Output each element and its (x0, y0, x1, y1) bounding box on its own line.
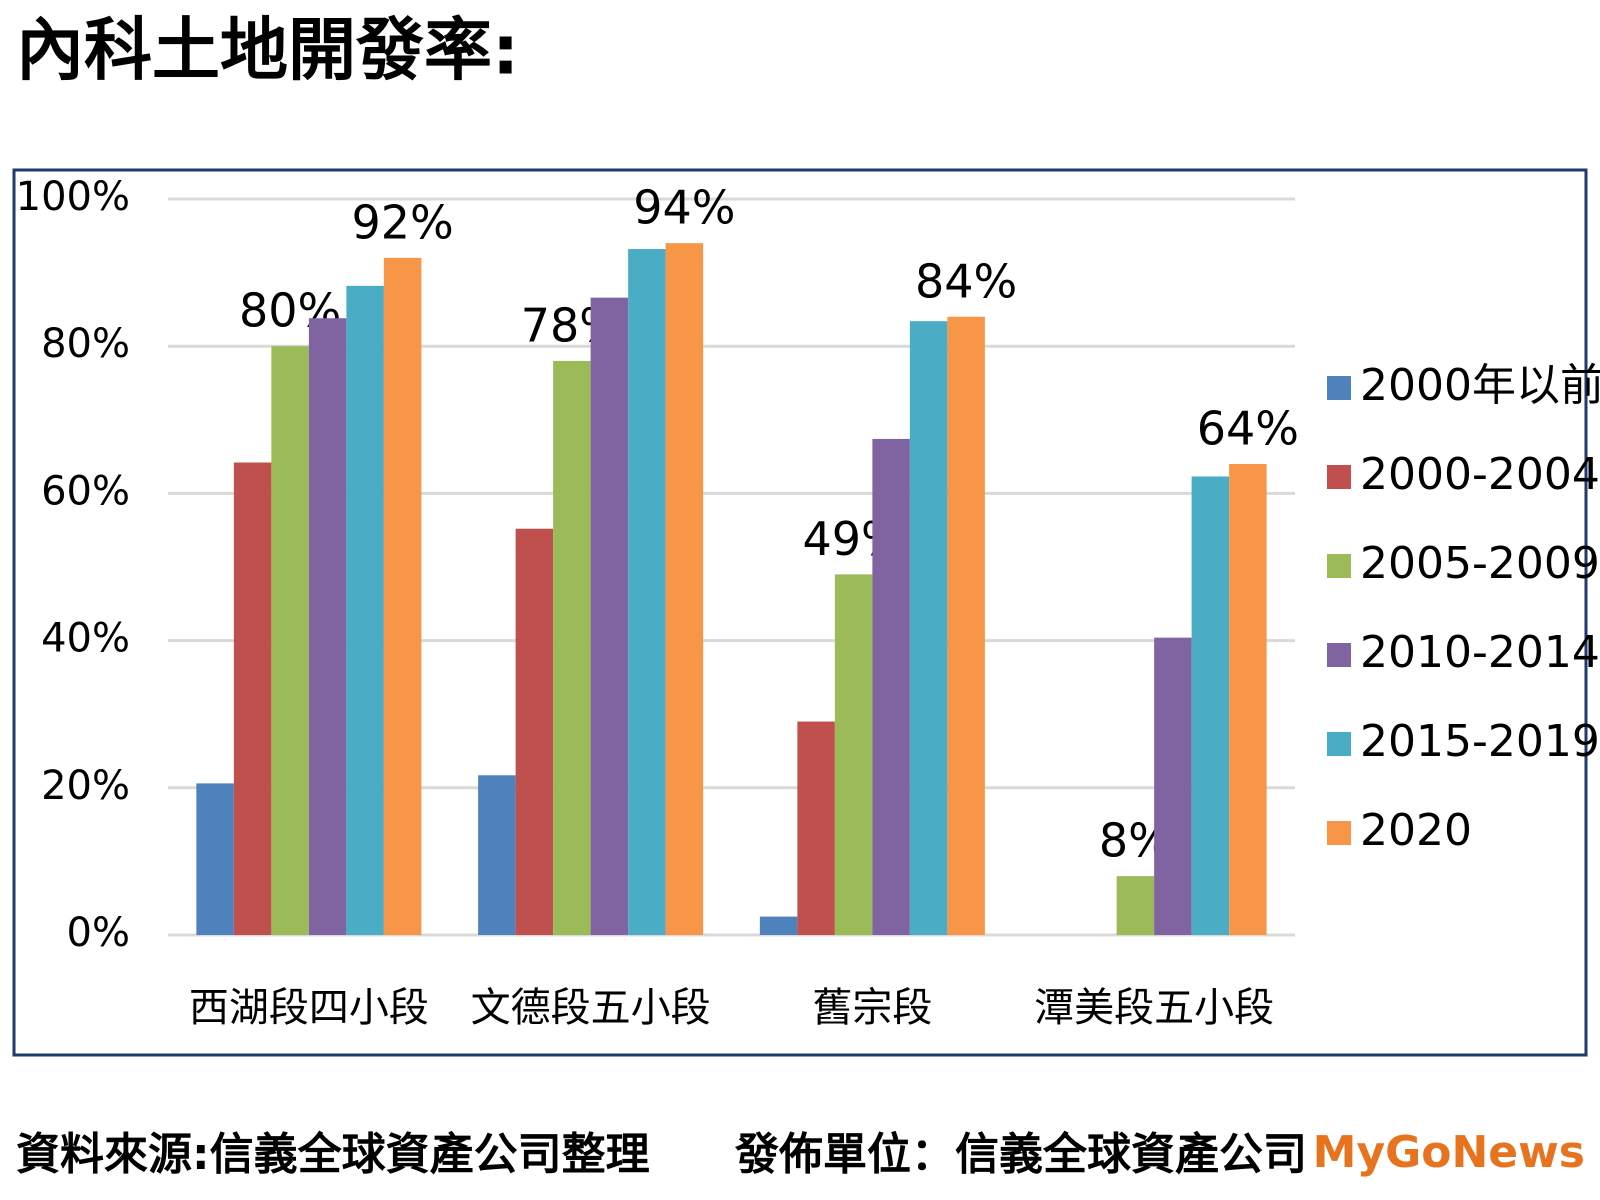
publisher-note: 發佈單位：信義全球資產公司 (734, 1129, 1307, 1180)
bar (383, 257, 422, 935)
bar (196, 783, 234, 935)
bar (872, 438, 910, 935)
y-tick-label: 60% (41, 468, 130, 514)
bar (553, 360, 591, 935)
data-label: 64% (1197, 401, 1299, 455)
watermark: MyGoNews (1313, 1127, 1585, 1178)
legend-label: 2000年以前 (1360, 360, 1600, 411)
bar (233, 462, 272, 935)
bar (628, 249, 666, 936)
legend-swatch (1327, 643, 1351, 667)
bar (271, 346, 309, 935)
bar (797, 721, 835, 935)
y-tick-label: 100% (16, 174, 130, 220)
bar (834, 574, 873, 935)
bar (947, 316, 985, 935)
bar (478, 775, 516, 935)
x-tick-label: 文德段五小段 (471, 985, 711, 1031)
legend-label: 2015-2019 (1360, 716, 1600, 767)
legend-swatch (1327, 465, 1351, 489)
x-tick-label: 西湖段四小段 (189, 985, 429, 1031)
bar (515, 528, 554, 935)
data-label: 92% (352, 195, 454, 249)
y-tick-label: 0% (67, 910, 130, 956)
legend-swatch (1327, 376, 1351, 400)
bar (1191, 476, 1230, 935)
bar (346, 285, 384, 935)
legend-swatch (1327, 554, 1351, 578)
bar (759, 916, 798, 935)
x-tick-label: 舊宗段 (812, 985, 932, 1031)
legend-label: 2000-2004 (1360, 449, 1600, 500)
data-label: 84% (915, 254, 1017, 308)
legend-label: 2010-2014 (1360, 627, 1600, 678)
chart-frame (12, 168, 1588, 1057)
bar (1229, 463, 1267, 935)
legend-label: 2005-2009 (1360, 538, 1600, 589)
x-tick-label: 潭美段五小段 (1034, 985, 1274, 1031)
y-tick-label: 80% (41, 321, 130, 367)
bar (665, 243, 704, 935)
legend-label: 2020 (1360, 805, 1472, 856)
bar (909, 321, 948, 935)
bar (308, 318, 347, 935)
y-tick-label: 20% (41, 763, 130, 809)
source-note: 資料來源:信義全球資產公司整理 (16, 1129, 650, 1180)
chart-title: 內科土地開發率: (16, 12, 519, 91)
bar (590, 297, 629, 935)
bar (1116, 876, 1155, 935)
legend-swatch (1327, 821, 1351, 845)
y-tick-label: 40% (41, 616, 130, 662)
bar (1154, 637, 1192, 935)
data-label: 94% (633, 181, 735, 235)
legend-swatch (1327, 732, 1351, 756)
